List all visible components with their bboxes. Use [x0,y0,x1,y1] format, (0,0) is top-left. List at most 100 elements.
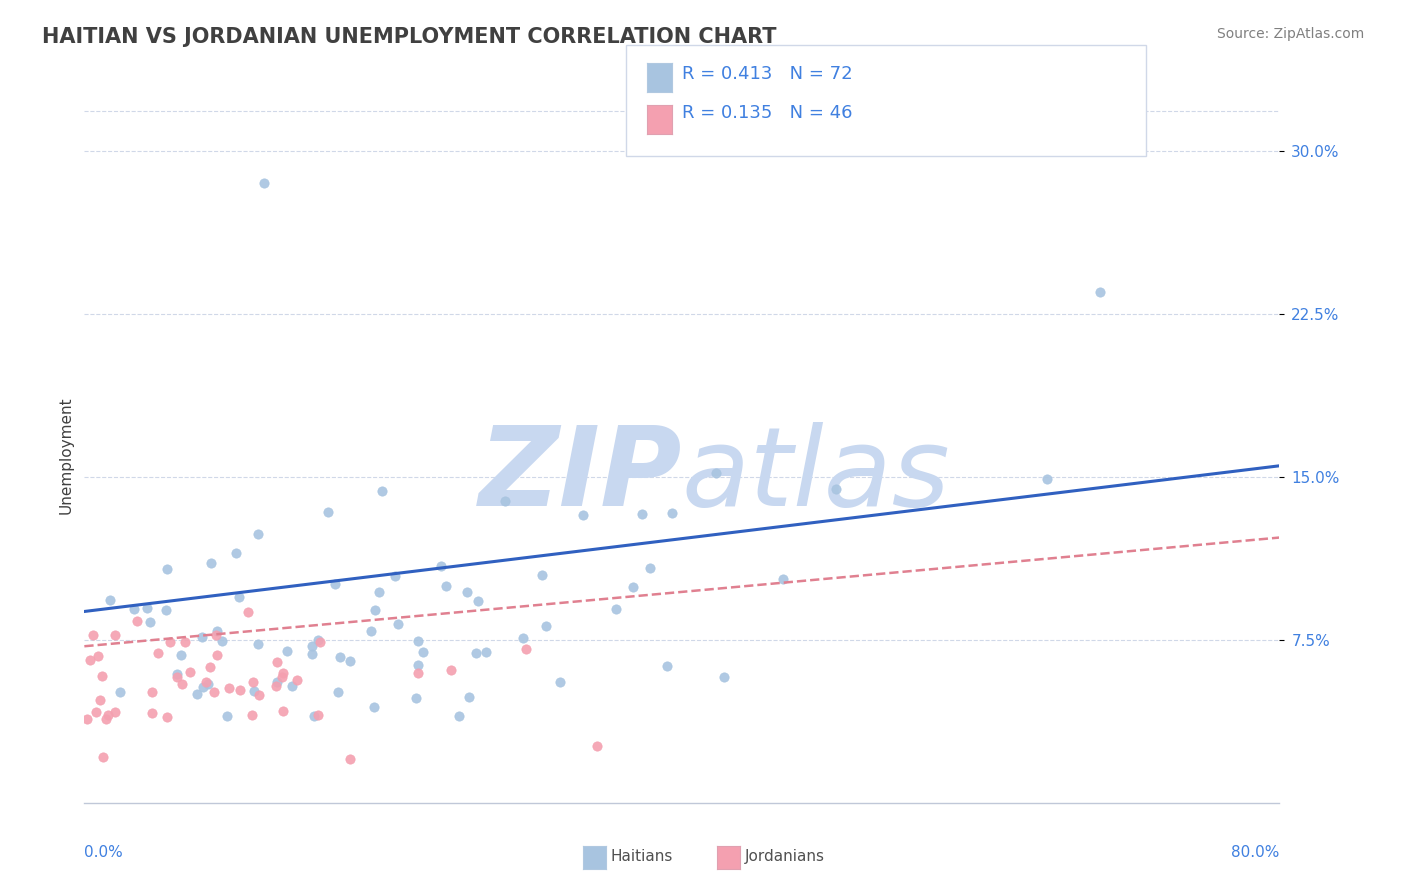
Point [170,676,193,690]
Point [104,705,127,719]
Text: atlas: atlas [682,422,950,529]
Point [156,709,179,723]
Point [440,663,463,677]
Point [242,675,264,690]
Point [301,648,323,662]
Point [238,605,260,619]
Point [87,649,110,664]
Point [387,616,409,631]
Point [630,508,652,522]
Point [515,641,537,656]
Point [467,594,489,608]
Point [243,683,266,698]
Point [494,494,516,508]
Point [605,601,627,615]
Point [512,631,534,645]
Point [204,685,226,699]
Point [536,618,558,632]
Point [363,700,385,714]
Point [228,590,250,604]
Point [308,635,330,649]
Point [240,707,263,722]
Point [406,666,429,681]
Point [585,739,607,753]
Point [179,665,201,680]
Point [136,600,159,615]
Point [104,628,127,642]
Point [434,579,457,593]
Point [247,688,270,702]
Point [91,749,114,764]
Point [430,559,453,574]
Point [447,708,470,723]
Point [169,648,191,663]
Point [200,556,222,570]
Point [621,580,644,594]
Point [166,670,188,684]
Point [655,659,678,673]
Point [91,669,114,683]
Point [96,712,118,726]
Point [772,572,794,586]
Point [205,648,228,662]
Point [474,645,496,659]
Text: R = 0.135   N = 46: R = 0.135 N = 46 [682,104,852,122]
Point [301,640,323,654]
Point [326,685,349,699]
Text: 0.0%: 0.0% [84,845,124,860]
Point [84,706,107,720]
Point [384,569,406,583]
Point [79,653,101,667]
Point [323,577,346,591]
Point [307,707,329,722]
Point [218,681,240,695]
Point [155,603,177,617]
Text: R = 0.413   N = 72: R = 0.413 N = 72 [682,65,852,83]
Point [82,628,104,642]
Point [548,675,571,690]
Text: Source: ZipAtlas.com: Source: ZipAtlas.com [1216,27,1364,41]
Point [458,690,481,704]
Point [316,505,339,519]
Point [339,654,361,668]
Point [205,624,228,639]
Point [127,614,149,628]
Text: Haitians: Haitians [610,849,672,863]
Point [122,602,145,616]
Text: 80.0%: 80.0% [1232,845,1279,860]
Point [1035,472,1057,486]
Y-axis label: Unemployment: Unemployment [58,396,73,514]
Point [247,527,270,541]
Point [1090,285,1112,299]
Point [156,561,179,575]
Point [141,684,163,698]
Point [276,644,298,658]
Point [191,630,214,644]
Point [572,508,595,523]
Point [186,687,208,701]
Point [148,646,170,660]
Point [271,704,294,718]
Point [281,680,304,694]
Point [253,176,276,190]
Point [215,708,238,723]
Point [704,466,727,480]
Point [271,670,294,684]
Point [285,673,308,687]
Text: Jordanians: Jordanians [745,849,825,863]
Point [247,637,270,651]
Point [195,675,218,690]
Point [405,690,427,705]
Point [360,624,382,638]
Point [640,560,662,574]
Point [139,615,162,630]
Point [166,666,188,681]
Point [456,585,478,599]
Point [266,655,288,669]
Point [302,708,325,723]
Point [406,657,429,672]
Point [367,585,389,599]
Point [406,634,429,648]
Point [200,659,222,673]
Point [108,685,131,699]
